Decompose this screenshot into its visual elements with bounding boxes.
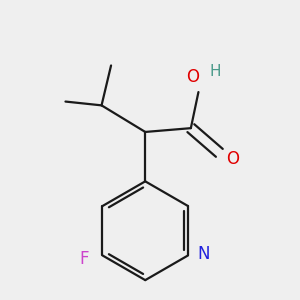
Text: O: O <box>186 68 199 86</box>
Text: N: N <box>197 245 209 263</box>
Text: F: F <box>80 250 89 268</box>
Text: O: O <box>226 149 239 167</box>
Text: H: H <box>210 64 221 79</box>
